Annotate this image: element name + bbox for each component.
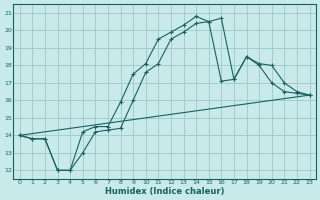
X-axis label: Humidex (Indice chaleur): Humidex (Indice chaleur) xyxy=(105,187,224,196)
